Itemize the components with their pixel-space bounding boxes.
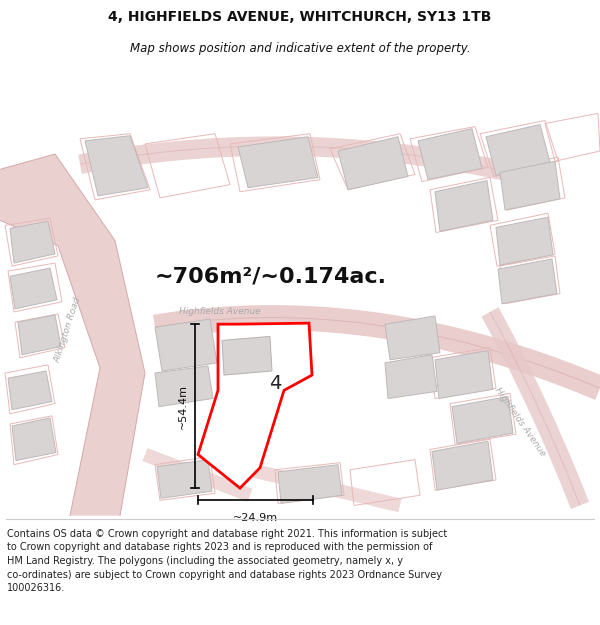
Text: Highfields Avenue: Highfields Avenue (493, 386, 547, 458)
Text: 4: 4 (269, 374, 281, 392)
Polygon shape (496, 217, 553, 265)
Polygon shape (435, 181, 493, 231)
Text: Contains OS data © Crown copyright and database right 2021. This information is : Contains OS data © Crown copyright and d… (7, 529, 448, 593)
Polygon shape (10, 221, 55, 263)
Text: ~54.4m: ~54.4m (178, 384, 188, 429)
Polygon shape (222, 336, 272, 375)
Polygon shape (432, 441, 493, 490)
Polygon shape (500, 161, 560, 210)
Polygon shape (435, 351, 493, 399)
Text: Highfields Avenue: Highfields Avenue (179, 308, 261, 316)
Polygon shape (238, 137, 318, 188)
Polygon shape (385, 316, 440, 360)
Polygon shape (18, 315, 61, 355)
Text: 4, HIGHFIELDS AVENUE, WHITCHURCH, SY13 1TB: 4, HIGHFIELDS AVENUE, WHITCHURCH, SY13 1… (109, 10, 491, 24)
Text: ~24.9m: ~24.9m (233, 512, 278, 522)
Polygon shape (498, 259, 557, 304)
Polygon shape (418, 129, 482, 179)
Polygon shape (385, 355, 437, 399)
Polygon shape (0, 154, 145, 516)
Polygon shape (452, 396, 513, 443)
Polygon shape (278, 465, 342, 503)
Polygon shape (12, 418, 56, 461)
Text: Map shows position and indicative extent of the property.: Map shows position and indicative extent… (130, 42, 470, 55)
Polygon shape (198, 323, 312, 488)
Polygon shape (8, 371, 52, 410)
Text: ~706m²/~0.174ac.: ~706m²/~0.174ac. (155, 266, 387, 286)
Text: Alkington Road: Alkington Road (53, 296, 83, 364)
Polygon shape (10, 268, 57, 309)
Polygon shape (85, 136, 148, 196)
Polygon shape (157, 459, 212, 498)
Polygon shape (486, 124, 550, 176)
Polygon shape (155, 366, 213, 407)
Polygon shape (155, 319, 217, 371)
Polygon shape (338, 137, 408, 190)
